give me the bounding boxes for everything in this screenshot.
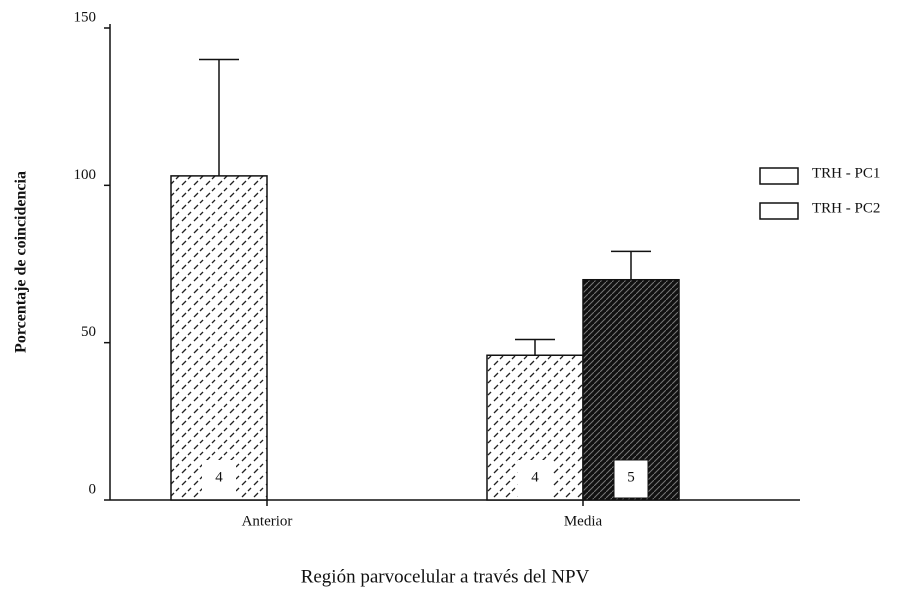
n-label: 4 [215,469,223,485]
bar [170,175,268,501]
x-axis-label: Región parvocelular a través del NPV [301,566,590,587]
legend-label: TRH - PC2 [812,200,880,216]
x-tick-label: Anterior [242,513,293,529]
n-label-box [613,459,649,499]
y-axis-label: Porcentaje de coincidencia [13,171,30,353]
y-tick-label: 150 [74,9,97,25]
legend-swatch [759,202,799,220]
y-tick-label: 50 [81,324,96,340]
legend-label: TRH - PC1 [812,165,880,181]
y-tick-label: 0 [89,481,97,497]
y-tick-label: 100 [74,167,97,183]
n-label: 5 [627,469,635,485]
n-label: 4 [531,469,539,485]
n-label-box [202,460,236,498]
n-label-box [518,460,552,498]
x-tick-label: Media [564,513,603,529]
legend-swatch [759,167,799,185]
